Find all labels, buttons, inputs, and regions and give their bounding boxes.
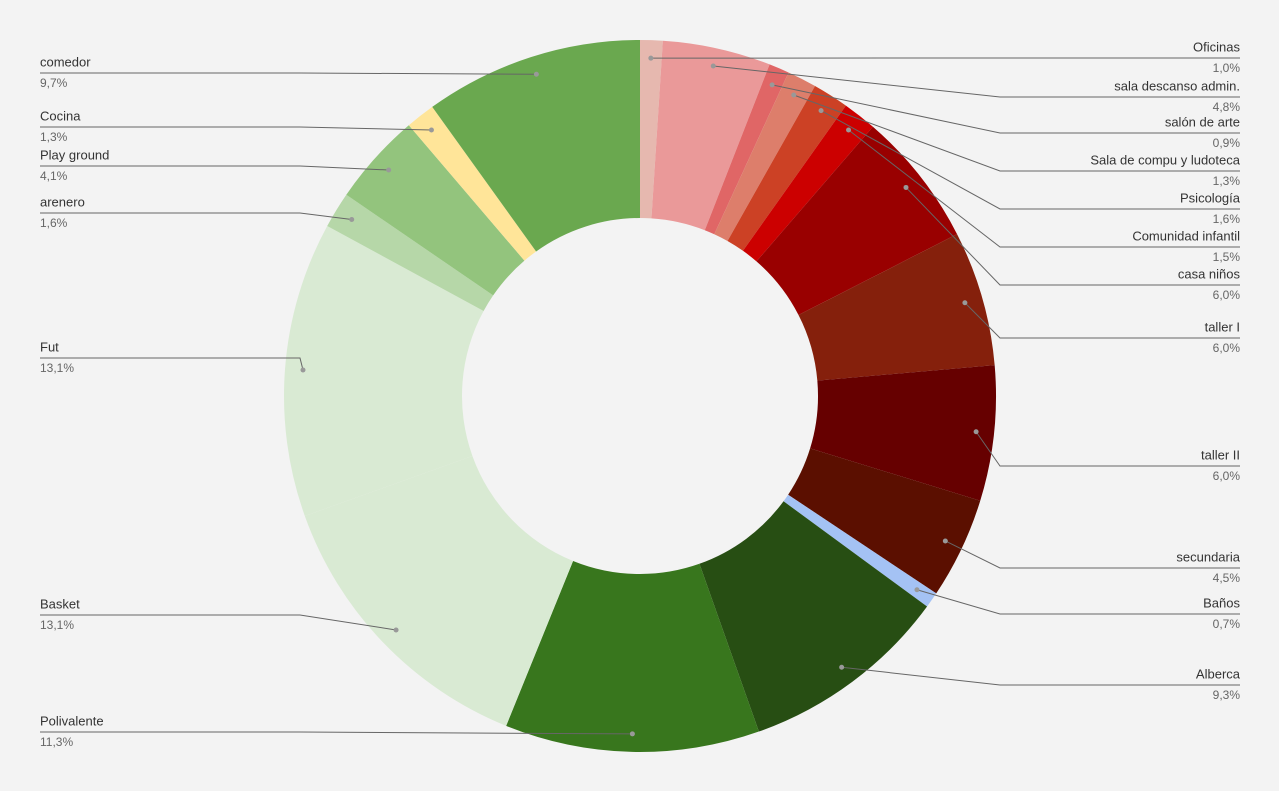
donut-slice	[798, 234, 995, 381]
label-name: comedor	[40, 54, 91, 69]
leader-dot	[962, 300, 968, 306]
leader-dot	[839, 664, 845, 670]
label-name: salón de arte	[1165, 114, 1240, 129]
leader-line	[975, 431, 1240, 467]
label-value: 1,0%	[1213, 61, 1241, 75]
leader-dot	[769, 82, 775, 88]
label-name: sala descanso admin.	[1114, 78, 1240, 93]
donut-slice	[742, 105, 873, 262]
leader-dot	[648, 55, 654, 61]
label-value: 4,5%	[1213, 571, 1241, 585]
label-value: 0,7%	[1213, 617, 1241, 631]
label-name: Baños	[1203, 595, 1240, 610]
label-value: 9,7%	[40, 76, 68, 90]
label-value: 1,5%	[1213, 250, 1241, 264]
label-value: 1,6%	[1213, 212, 1241, 226]
label-name: taller I	[1205, 319, 1240, 334]
leader-dot	[533, 71, 539, 77]
label-value: 6,0%	[1213, 341, 1241, 355]
leader-dot	[386, 167, 392, 173]
leader-line	[916, 589, 1240, 615]
label-name: Sala de compu y ludoteca	[1090, 152, 1240, 167]
leader-dot	[710, 63, 716, 69]
donut-slice	[788, 448, 981, 594]
label-value: 0,9%	[1213, 136, 1241, 150]
label-value: 1,3%	[40, 130, 68, 144]
label-name: casa niños	[1178, 266, 1241, 281]
donut-slice	[810, 365, 996, 501]
leader-line	[40, 72, 537, 75]
label-name: Fut	[40, 339, 59, 354]
donut-slice	[506, 560, 759, 753]
label-value: 13,1%	[40, 361, 74, 375]
donut-slice	[783, 494, 937, 607]
donut-slice	[304, 455, 574, 726]
leader-dot	[393, 627, 399, 633]
leader-line	[40, 212, 352, 221]
leader-dot	[791, 92, 797, 98]
leader-line	[40, 165, 389, 171]
donut-slice	[346, 125, 525, 296]
leader-line	[40, 614, 397, 631]
donut-slice	[704, 64, 789, 235]
donut-slice	[408, 106, 537, 261]
label-value: 4,8%	[1213, 100, 1241, 114]
leader-line	[793, 94, 1240, 172]
label-value: 4,1%	[40, 169, 68, 183]
donut-slice	[432, 40, 640, 252]
leader-dot	[428, 127, 434, 133]
label-name: Psicología	[1180, 190, 1241, 205]
leader-line	[820, 110, 1240, 210]
leader-line	[841, 666, 1240, 686]
donut-slice	[327, 194, 494, 311]
donut-slice	[284, 225, 484, 516]
label-name: Basket	[40, 596, 80, 611]
label-value: 6,0%	[1213, 469, 1241, 483]
donut-slice	[714, 72, 816, 241]
leader-line	[964, 302, 1240, 339]
leader-line	[713, 65, 1240, 98]
label-name: Alberca	[1196, 666, 1241, 681]
leader-line	[40, 357, 304, 371]
leader-line	[771, 84, 1240, 134]
leader-line	[848, 129, 1240, 248]
label-name: Polivalente	[40, 713, 104, 728]
label-value: 6,0%	[1213, 288, 1241, 302]
label-name: taller II	[1201, 447, 1240, 462]
leader-dot	[629, 731, 635, 737]
leader-dot	[973, 429, 979, 435]
leader-dot	[903, 184, 909, 190]
leader-line	[905, 187, 1240, 286]
leader-line	[40, 731, 633, 735]
label-value: 11,3%	[40, 735, 73, 749]
label-name: secundaria	[1176, 549, 1240, 564]
label-value: 1,3%	[1213, 174, 1241, 188]
donut-slice	[651, 40, 770, 231]
label-name: Oficinas	[1193, 39, 1240, 54]
label-name: arenero	[40, 194, 85, 209]
leader-line	[945, 540, 1240, 569]
leader-dot	[349, 217, 355, 223]
label-name: Comunidad infantil	[1132, 228, 1240, 243]
leader-dot	[300, 367, 306, 373]
label-name: Cocina	[40, 108, 81, 123]
donut-slice	[727, 85, 846, 251]
donut-slice	[699, 501, 928, 732]
leader-line	[40, 126, 432, 131]
leader-dot	[846, 127, 852, 133]
label-value: 13,1%	[40, 618, 74, 632]
donut-slice	[756, 126, 958, 316]
leader-dot	[818, 108, 824, 114]
donut-slice	[640, 40, 663, 219]
label-value: 9,3%	[1213, 688, 1241, 702]
label-value: 1,6%	[40, 216, 68, 230]
label-name: Play ground	[40, 147, 109, 162]
leader-dot	[942, 538, 948, 544]
leader-dot	[914, 587, 920, 593]
